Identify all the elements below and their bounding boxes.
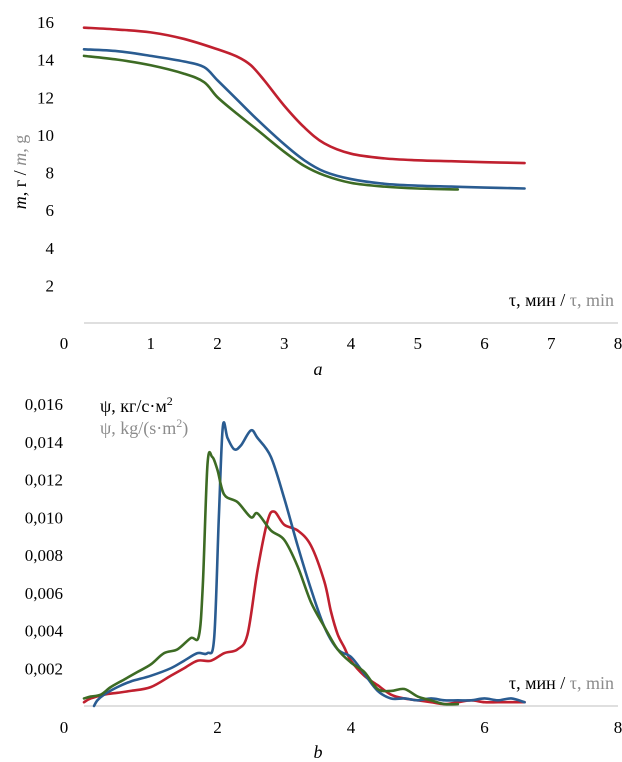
chart-a-x-tick-label: 7 — [547, 334, 556, 353]
chart-b-y-tick-labels: 0,002 0,004 0,006 0,008 0,010 0,012 0,014 0,016 — [25, 395, 64, 678]
chart-a-x-tick-label: 8 — [614, 334, 622, 353]
chart-b-caption: b — [314, 742, 323, 762]
chart-a-x-tick-label: 5 — [414, 334, 423, 353]
chart-b-y-tick-label: 0,016 — [25, 395, 63, 414]
chart-a-x-axis-label: τ, мин / τ, min — [509, 290, 614, 310]
chart-b-y-tick-label: 0,010 — [25, 508, 63, 527]
chart-b-y-tick-label: 0,012 — [25, 471, 63, 490]
chart-a-x-tick-label: 3 — [280, 334, 289, 353]
chart-b-x-tick-label: 2 — [213, 718, 222, 737]
chart-a-y-tick-label: 8 — [46, 164, 55, 183]
chart-b-x-axis-label: τ, мин / τ, min — [509, 673, 614, 693]
chart-b-y-axis-label-en: ψ, kg/(s·m2) — [100, 416, 188, 439]
chart-a-y-tick-label: 16 — [37, 13, 54, 32]
chart-b-y-tick-label: 0,014 — [25, 433, 64, 452]
chart-a-series-line-3 — [82, 54, 460, 191]
chart-a-y-tick-label: 14 — [37, 51, 55, 70]
chart-b-y-tick-label: 0,006 — [25, 584, 63, 603]
chart-b-series-line-3 — [82, 450, 460, 706]
chart-a-x-tick-label: 2 — [213, 334, 222, 353]
chart-a-x-tick-label: 0 — [60, 334, 69, 353]
chart-a-series-lines — [82, 26, 526, 191]
chart-a-caption: a — [314, 359, 323, 379]
chart-b-x-tick-label: 6 — [480, 718, 489, 737]
chart-b-series-line-2 — [92, 421, 526, 708]
chart-a-x-tick-labels: 0 1 2 3 4 5 6 7 8 — [60, 334, 622, 353]
chart-a-x-tick-label: 6 — [480, 334, 489, 353]
chart-a-x-tick-label: 1 — [147, 334, 156, 353]
chart-a-x-tick-label: 4 — [347, 334, 356, 353]
chart-b-flux-vs-time: 0 2 4 6 8 0,002 0,004 0,006 0,008 0,010 0,012 0,01… — [25, 394, 622, 762]
chart-a-series-line-2 — [82, 47, 526, 190]
chart-a-y-axis-label: m, г / m, g — [10, 135, 30, 209]
chart-b-x-tick-label: 4 — [347, 718, 356, 737]
chart-b-y-axis-label-ru: ψ, кг/с·м2 — [100, 394, 173, 416]
chart-b-x-tick-labels: 0 2 4 6 8 — [60, 718, 622, 737]
chart-b-y-tick-label: 0,002 — [25, 659, 63, 678]
chart-b-series-lines — [82, 421, 526, 708]
chart-b-y-tick-label: 0,004 — [25, 622, 64, 641]
chart-a-y-tick-label: 4 — [46, 239, 55, 258]
chart-b-y-tick-label: 0,008 — [25, 546, 63, 565]
chart-a-series-line-1 — [82, 26, 526, 165]
chart-a-y-tick-label: 10 — [37, 126, 54, 145]
chart-a-y-tick-labels: 2 4 6 8 10 12 14 16 — [37, 13, 55, 295]
chart-a-y-tick-label: 2 — [46, 276, 55, 295]
chart-b-x-tick-label: 8 — [614, 718, 622, 737]
chart-b-x-tick-label: 0 — [60, 718, 69, 737]
chart-a-y-tick-label: 12 — [37, 88, 54, 107]
chart-a-y-tick-label: 6 — [46, 201, 55, 220]
